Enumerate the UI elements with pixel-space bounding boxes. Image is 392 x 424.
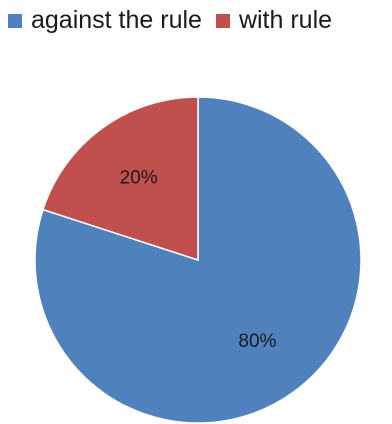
legend-swatch-with-rule (215, 13, 230, 28)
legend-label-against-the-rule: against the rule (31, 6, 202, 34)
legend-label-with-rule: with rule (238, 6, 333, 34)
legend-item-against-the-rule: against the rule (8, 6, 202, 35)
data-label-with-rule: 20% (120, 167, 158, 188)
legend-swatch-against-the-rule (8, 13, 22, 28)
pie-slice-with-rule (42, 96, 199, 262)
legend-item-with-rule: with rule (215, 6, 333, 35)
legend: against the rule with rule (8, 6, 346, 35)
data-label-against-the-rule: 80% (238, 331, 276, 352)
pie-slice-against-the-rule (34, 96, 362, 424)
